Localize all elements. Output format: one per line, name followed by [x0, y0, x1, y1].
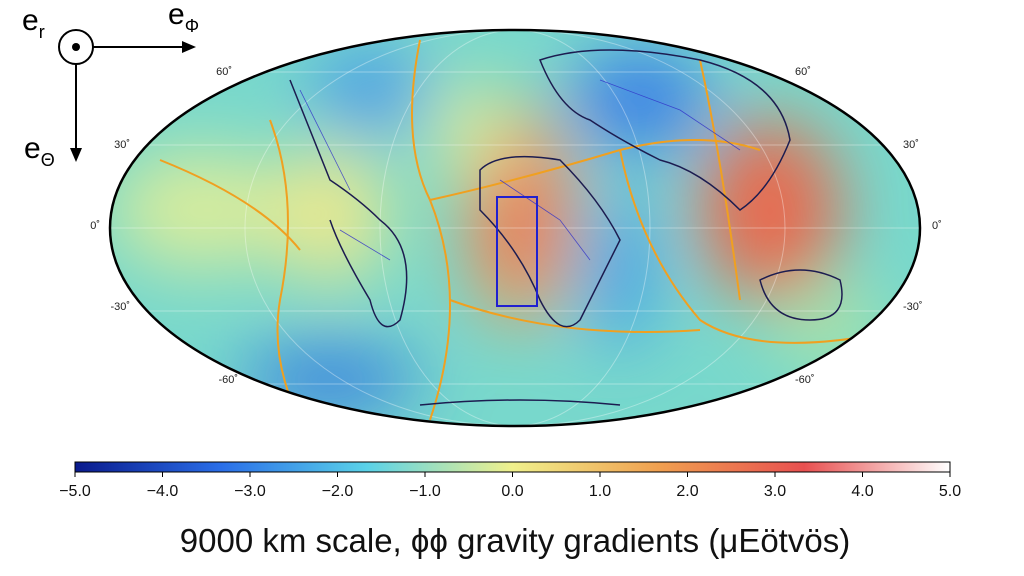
tick-label: −4.0	[147, 483, 179, 500]
colorbar-label: 9000 km scale, ϕϕ gravity gradients (μEö…	[180, 522, 850, 559]
vector-label: er	[22, 4, 45, 42]
tick-label: −1.0	[409, 483, 441, 500]
vector-label: eΦ	[168, 0, 199, 36]
tick-label: 5.0	[939, 483, 961, 500]
tick-label: 0.0	[501, 483, 523, 500]
latitude-label: 60˚	[216, 66, 232, 78]
latitude-label: 60˚	[795, 66, 811, 78]
tick-label: −5.0	[59, 483, 91, 500]
tick-label: 3.0	[764, 483, 786, 500]
latitude-label: 30˚	[903, 139, 919, 151]
study-region	[496, 196, 538, 307]
latitude-label: 0˚	[90, 220, 100, 232]
latitude-label: -30˚	[110, 301, 130, 313]
latitude-label: 30˚	[114, 139, 130, 151]
tick-label: −3.0	[234, 483, 266, 500]
colorbar	[74, 461, 951, 473]
tick-label: 2.0	[676, 483, 698, 500]
tick-label: 4.0	[851, 483, 873, 500]
latitude-label: -60˚	[218, 374, 238, 386]
vector-label: eΘ	[24, 132, 55, 170]
latitude-label: 0˚	[932, 220, 942, 232]
map	[110, 30, 920, 426]
tick-label: −2.0	[322, 483, 354, 500]
latitude-label: -30˚	[903, 301, 923, 313]
latitude-label: -60˚	[795, 374, 815, 386]
tick-label: 1.0	[589, 483, 611, 500]
